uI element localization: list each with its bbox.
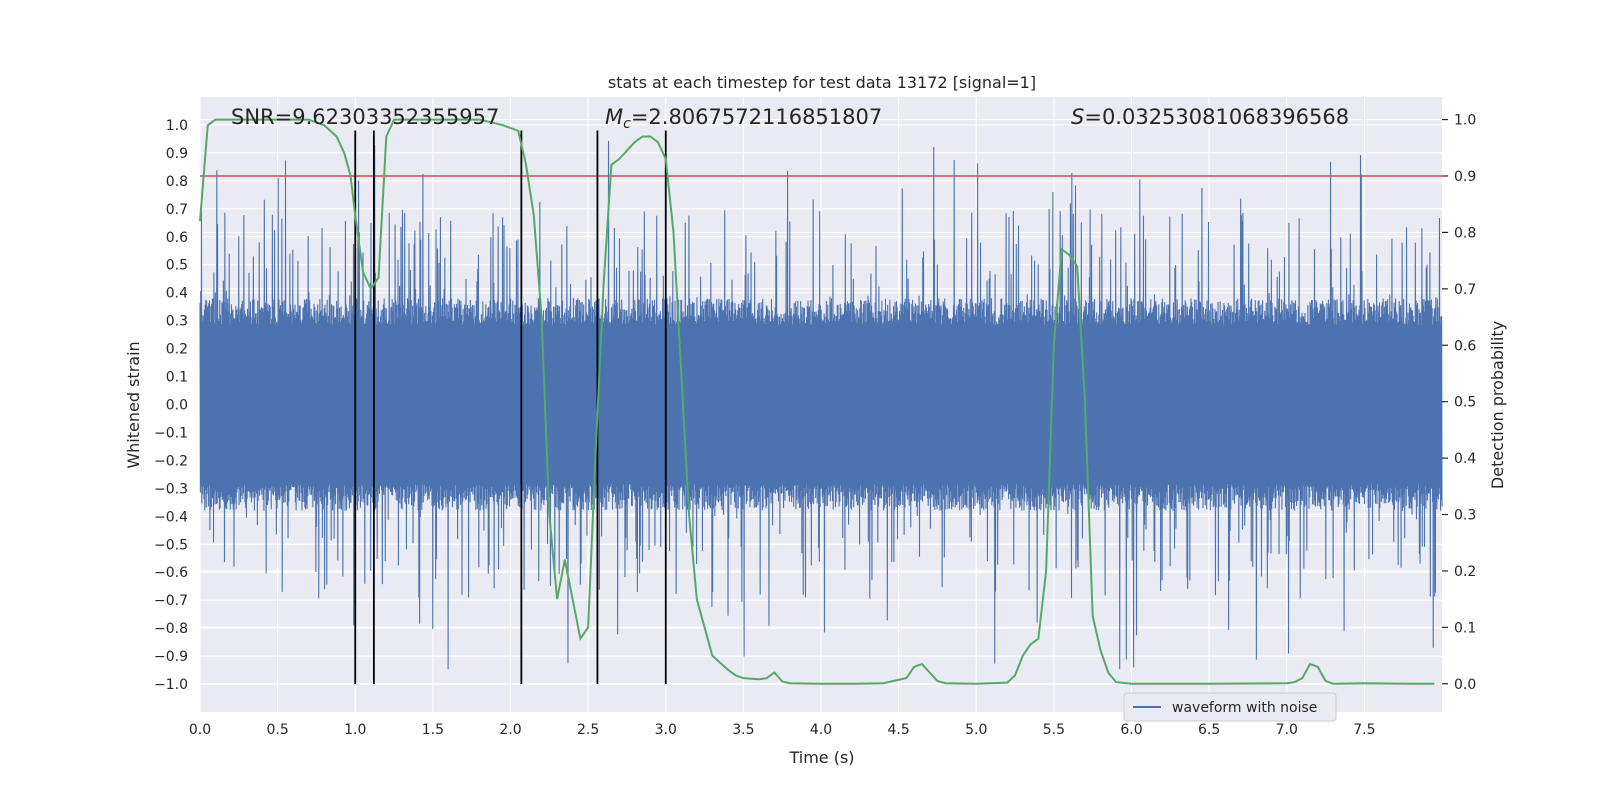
x-tick-label: 1.5 bbox=[422, 722, 444, 738]
mc-symbol: M bbox=[605, 105, 623, 129]
y-right-tick-label: 0.5 bbox=[1454, 395, 1476, 411]
x-tick-label: 3.0 bbox=[655, 722, 677, 738]
y-tick-label: −0.4 bbox=[154, 509, 188, 525]
strain-line bbox=[199, 141, 1443, 670]
x-tick-label: 6.0 bbox=[1120, 722, 1142, 738]
y-tick-label: 0.7 bbox=[166, 202, 188, 218]
y-tick-label: 0.8 bbox=[166, 174, 188, 190]
x-tick-label: 3.5 bbox=[732, 722, 754, 738]
legend-box bbox=[1123, 692, 1337, 722]
y-tick-label: −1.0 bbox=[154, 677, 188, 693]
y-tick-label: −0.1 bbox=[154, 425, 188, 441]
x-tick-label: 4.0 bbox=[810, 722, 832, 738]
y-right-tick-label: 0.1 bbox=[1454, 620, 1476, 636]
y-right-tick-label: 1.0 bbox=[1454, 113, 1476, 129]
probability-line bbox=[199, 118, 1435, 685]
s-annotation: S=0.03253081068396568 bbox=[1071, 105, 1349, 129]
x-tick-label: 6.5 bbox=[1198, 722, 1220, 738]
mc-annotation: Mc=2.8067572116851807 bbox=[605, 105, 882, 132]
x-axis-label: Time (s) bbox=[788, 748, 854, 767]
y-axis-label: Whitened strain bbox=[124, 341, 143, 468]
y-tick-label: 1.0 bbox=[166, 118, 188, 134]
chart-title: stats at each timestep for test data 131… bbox=[608, 73, 1036, 92]
y-right-tick-label: 0.7 bbox=[1454, 282, 1476, 298]
x-tick-label: 4.5 bbox=[887, 722, 909, 738]
probability-series bbox=[199, 118, 1435, 685]
y-tick-label: 0.5 bbox=[166, 258, 188, 274]
x-tick-label: 5.5 bbox=[1043, 722, 1065, 738]
y-tick-label: −0.7 bbox=[154, 593, 188, 609]
y-tick-label: −0.5 bbox=[154, 537, 188, 553]
y-right-tick-label: 0.6 bbox=[1454, 338, 1476, 354]
y-right-tick-label: 0.2 bbox=[1454, 564, 1476, 580]
ticks-layer: 0.0 0.5 1.0 1.5 2.0 2.5 3.0 3.5 4.0 4.5 5.0 5.5 6.0 6… bbox=[154, 113, 1476, 738]
mc-value: =2.8067572116851807 bbox=[631, 105, 882, 129]
y-axis-right-label: Detection probability bbox=[1488, 321, 1507, 489]
y-right-tick-label: 0.4 bbox=[1454, 451, 1476, 467]
x-tick-label: 5.0 bbox=[965, 722, 987, 738]
x-tick-label: 0.0 bbox=[189, 722, 211, 738]
y-tick-label: 0.3 bbox=[166, 314, 188, 330]
y-tick-label: −0.3 bbox=[154, 481, 188, 497]
y-tick-label: 0.4 bbox=[166, 286, 188, 302]
snr-annotation: SNR=9.62303352355957 bbox=[231, 105, 499, 129]
y-tick-label: −0.6 bbox=[154, 565, 188, 581]
y-right-tick-label: 0.9 bbox=[1454, 169, 1476, 185]
y-tick-label: −0.8 bbox=[154, 621, 188, 637]
y-right-tick-label: 0.3 bbox=[1454, 508, 1476, 524]
mc-subscript: c bbox=[623, 116, 631, 132]
y-tick-label: 0.9 bbox=[166, 146, 188, 162]
x-tick-label: 7.5 bbox=[1353, 722, 1375, 738]
x-tick-label: 2.5 bbox=[577, 722, 599, 738]
y-right-tick-label: 0.0 bbox=[1454, 677, 1476, 693]
x-tick-label: 7.0 bbox=[1276, 722, 1298, 738]
strain-series bbox=[199, 141, 1443, 670]
y-tick-label: 0.6 bbox=[166, 230, 188, 246]
y-tick-label: 0.0 bbox=[166, 398, 188, 414]
legend: waveform with noise bbox=[1123, 692, 1337, 722]
y-tick-label: 0.2 bbox=[166, 342, 188, 358]
y-tick-label: 0.1 bbox=[166, 370, 188, 386]
s-value: =0.03253081068396568 bbox=[1084, 105, 1349, 129]
s-symbol: S bbox=[1071, 105, 1084, 129]
y-tick-label: −0.2 bbox=[154, 453, 188, 469]
x-tick-label: 0.5 bbox=[266, 722, 288, 738]
legend-entry: waveform with noise bbox=[1172, 700, 1317, 716]
y-right-tick-label: 0.8 bbox=[1454, 225, 1476, 241]
y-tick-label: −0.9 bbox=[154, 649, 188, 665]
x-tick-label: 1.0 bbox=[344, 722, 366, 738]
x-tick-label: 2.0 bbox=[499, 722, 521, 738]
